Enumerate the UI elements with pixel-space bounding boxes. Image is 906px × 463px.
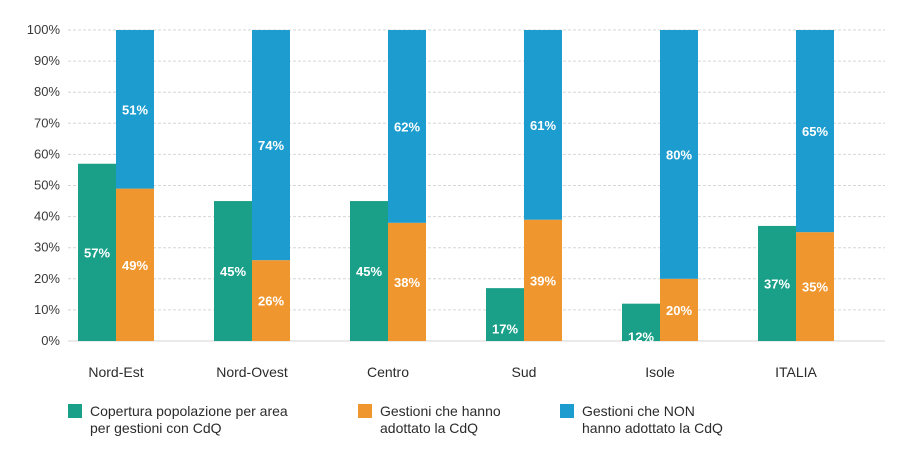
legend-label: hanno adottato la CdQ (582, 420, 723, 436)
y-tick-label: 90% (34, 53, 60, 68)
bar-non-adottato (388, 30, 426, 223)
bar-adottato (252, 260, 290, 341)
y-tick-label: 10% (34, 302, 60, 317)
data-label-copertura: 37% (764, 276, 790, 291)
bar-copertura (350, 201, 388, 341)
y-tick-label: 100% (27, 22, 61, 37)
data-label-adottato: 26% (258, 294, 284, 309)
bar-adottato (116, 188, 154, 341)
data-label-copertura: 12% (628, 329, 654, 344)
legend-label: Gestioni che NON (582, 403, 695, 419)
data-label-copertura: 57% (84, 245, 110, 260)
data-label-adottato: 38% (394, 275, 420, 290)
data-label-copertura: 17% (492, 322, 518, 337)
data-label-non-adottato: 65% (802, 124, 828, 139)
category-label: Nord-Ovest (216, 364, 288, 380)
bar-adottato (524, 219, 562, 341)
legend-label: per gestioni con CdQ (90, 420, 222, 436)
legend-swatch (560, 404, 574, 418)
bar-copertura (486, 288, 524, 341)
y-tick-label: 70% (34, 115, 60, 130)
bar-adottato (388, 222, 426, 341)
legend-swatch (68, 404, 82, 418)
y-tick-label: 20% (34, 271, 60, 286)
legend-label: adottato la CdQ (380, 420, 478, 436)
data-label-adottato: 35% (802, 280, 828, 295)
category-label: ITALIA (775, 364, 817, 380)
bar-non-adottato (660, 30, 698, 279)
legend-swatch (358, 404, 372, 418)
category-label: Centro (367, 364, 409, 380)
data-label-copertura: 45% (220, 264, 246, 279)
y-tick-label: 40% (34, 209, 60, 224)
data-label-non-adottato: 62% (394, 119, 420, 134)
y-tick-label: 0% (41, 333, 60, 348)
y-tick-label: 60% (34, 146, 60, 161)
data-label-copertura: 45% (356, 264, 382, 279)
bar-adottato (660, 278, 698, 341)
category-label: Isole (645, 364, 675, 380)
bar-copertura (78, 163, 116, 341)
data-label-non-adottato: 80% (666, 147, 692, 162)
bar-copertura (214, 201, 252, 341)
bar-copertura (622, 303, 660, 341)
data-label-non-adottato: 74% (258, 138, 284, 153)
legend-label: Gestioni che hanno (380, 403, 501, 419)
bar-copertura (758, 225, 796, 341)
data-label-non-adottato: 61% (530, 118, 556, 133)
bar-adottato (796, 232, 834, 341)
category-label: Nord-Est (88, 364, 143, 380)
y-tick-label: 50% (34, 178, 60, 193)
bar-non-adottato (524, 30, 562, 220)
data-label-adottato: 49% (122, 258, 148, 273)
data-label-adottato: 20% (666, 303, 692, 318)
bar-non-adottato (252, 30, 290, 261)
bar-non-adottato (116, 30, 154, 189)
bar-non-adottato (796, 30, 834, 233)
y-tick-label: 80% (34, 84, 60, 99)
legend-label: Copertura popolazione per area (90, 403, 288, 419)
category-label: Sud (512, 364, 537, 380)
data-label-adottato: 39% (530, 273, 556, 288)
y-tick-label: 30% (34, 240, 60, 255)
data-label-non-adottato: 51% (122, 102, 148, 117)
